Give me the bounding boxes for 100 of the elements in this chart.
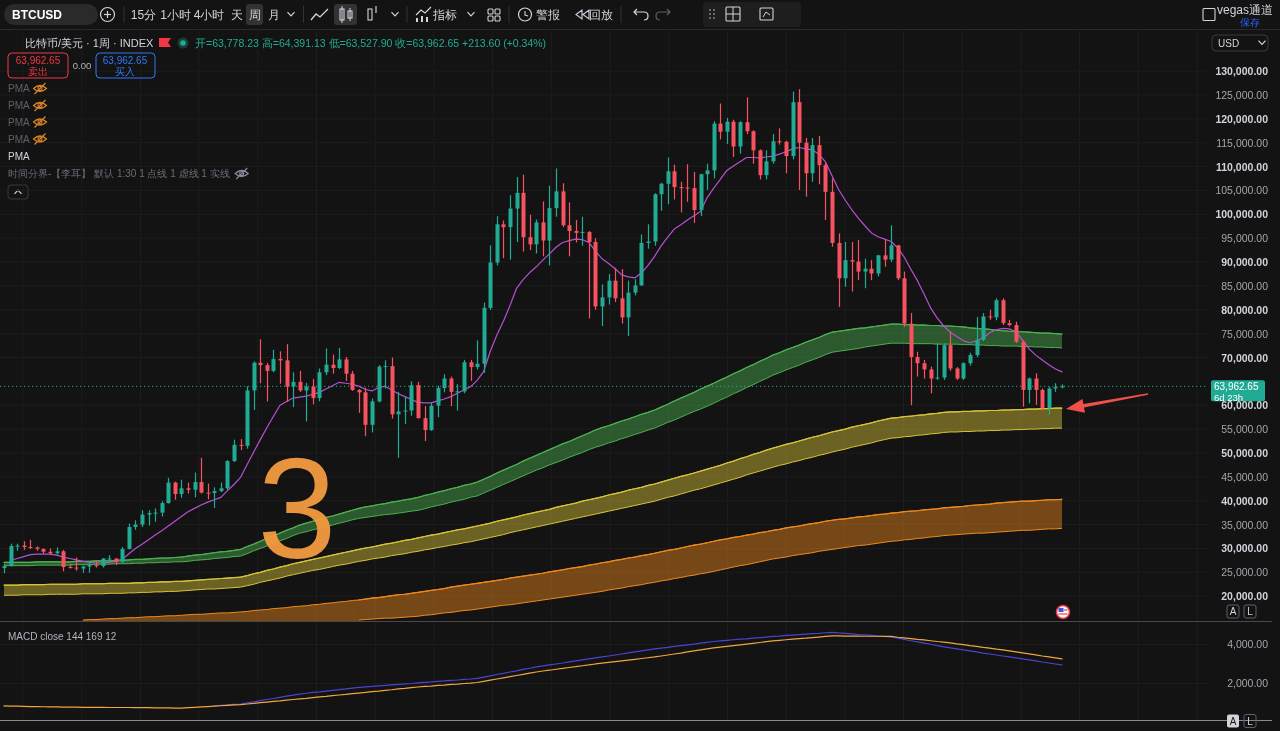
y-tick-label: 2,000.00 [1227,677,1269,690]
text: USD [1218,37,1240,49]
candlestick [850,241,855,293]
text: 4小时 [193,7,225,22]
candlestick [475,339,480,371]
candlestick [994,297,999,321]
text: 天 [230,7,243,22]
candlestick [764,149,769,181]
candlestick [469,359,474,382]
candlestick [1040,387,1045,412]
candlestick [127,523,132,550]
candlestick [666,156,671,205]
y-tick-label: 80,000.00 [1221,303,1269,316]
y-tick-label: 110,000.00 [1216,160,1269,173]
candlestick [298,370,303,393]
text: 比特币/美元 · 1周 · INDEX [25,37,155,49]
y-tick-label: 55,000.00 [1221,423,1269,436]
y-tick-label: 50,000.00 [1221,446,1269,459]
annotation: PMA [8,133,30,145]
candlestick [856,239,861,281]
candlestick [935,342,940,381]
annotation: PMA [8,83,30,94]
annotation: PMA [8,151,30,162]
candlestick [771,133,776,165]
y-tick-label: 25,000.00 [1221,566,1269,579]
candlestick [265,362,270,403]
candlestick [1014,321,1019,344]
text: A [1229,715,1237,727]
candlestick [843,241,848,288]
candlestick [449,376,454,407]
text: 15分 [130,7,157,22]
text: 回放 [589,7,613,22]
text: 警报 [536,7,560,22]
candlestick [915,351,920,378]
candlestick [718,102,723,140]
annotation: 63,962.65 [102,55,148,66]
candlestick [981,312,986,342]
candlestick [620,268,625,325]
candlestick [745,96,750,135]
y-tick-label: 130,000.00 [1215,65,1269,78]
candlestick [396,391,401,459]
annotation: 时间分界-【李耳】 默认 1:30 1 点线 1 虚线 1 实线 [8,168,230,179]
text: MACD close 144 169 12 [8,630,117,642]
y-tick-label: 45,000.00 [1221,470,1269,483]
candlestick [324,347,329,376]
candlestick [659,182,664,212]
y-tick-label: 35,000.00 [1221,518,1269,531]
candlestick [580,216,585,247]
candlestick [61,549,66,572]
line-series [358,498,1063,601]
y-tick-label: 120,000.00 [1215,112,1269,125]
candlestick [883,239,888,268]
candlestick [725,117,730,145]
candlestick [166,477,171,505]
candlestick [337,347,342,370]
candlestick [672,164,677,201]
annotation: 0.00 [72,60,92,71]
candlestick [889,224,894,263]
candlestick [271,349,276,373]
candlestick [508,194,513,261]
text: L [1247,715,1254,727]
candlestick [817,135,822,185]
candlestick [613,267,618,303]
text: 月 [267,7,280,22]
candlestick [574,219,579,244]
annotation: 63,962.65 [15,55,61,66]
y-tick-label: 20,000.00 [1221,590,1269,603]
y-tick-label: 105,000.00 [1215,184,1269,197]
y-tick-label: 125,000.00 [1215,88,1269,101]
y-tick-label: 95,000.00 [1221,232,1269,245]
y-tick-label: 4,000.00 [1227,638,1269,651]
text: L [1247,606,1254,617]
annotation: PMA [8,100,30,111]
text: 开=63,778.23 高=64,391.13 低=63,527.90 收=63,962.65 +213.60 (+0.34%) [195,37,547,49]
candlestick [685,163,690,203]
candlestick [515,176,520,243]
y-tick-label: 115,000.00 [1216,136,1269,149]
candlestick [403,396,408,425]
y-tick-label: 90,000.00 [1221,256,1269,269]
candlestick [350,370,355,392]
candlestick [232,439,237,463]
candlestick [541,200,546,257]
annotation: 买入 [115,66,135,77]
candlestick [922,359,927,380]
y-tick-label: 100,000.00 [1215,208,1269,221]
candlestick [692,171,697,224]
candlestick [600,283,605,327]
candlestick [179,479,184,499]
candlestick [679,181,684,213]
candlestick [311,378,316,405]
candlestick [423,405,428,442]
candlestick [1001,297,1006,326]
y-tick-label: 40,000.00 [1221,494,1269,507]
candlestick [212,486,217,509]
candlestick [751,129,756,165]
candlestick [975,316,980,358]
candlestick [587,230,592,319]
candlestick [528,214,533,251]
annotation: 卖出 [28,66,48,77]
candlestick [173,481,178,501]
